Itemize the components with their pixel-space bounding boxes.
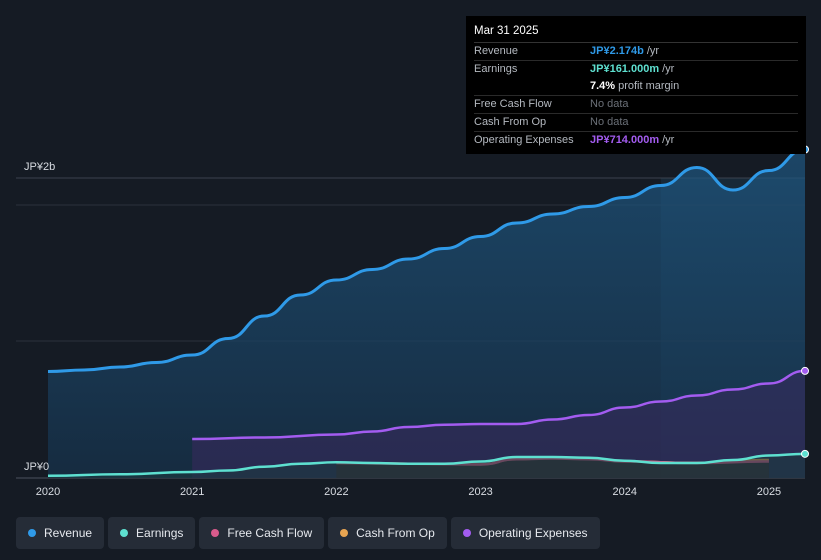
legend-item-fcf[interactable]: Free Cash Flow [199,517,325,549]
area-revenue [48,149,805,478]
legend-label-cfo: Cash From Op [356,526,435,540]
tooltip-value-revenue: JP¥2.174b [590,45,644,57]
legend-item-cfo[interactable]: Cash From Op [328,517,447,549]
y-label-zero: JP¥0 [24,461,49,473]
tooltip-unit-revenue: /yr [646,45,660,57]
x-tick-2022: 2022 [324,486,348,498]
y-label-top: JP¥2b [24,161,55,173]
tooltip-date: Mar 31 2025 [474,22,798,43]
endpoint-earnings [801,449,809,458]
tooltip-row-opex: Operating Expenses JP¥714.000m /yr [474,132,798,149]
legend-label-earnings: Earnings [136,526,184,540]
tooltip-unit-opex: /yr [662,134,675,146]
x-tick-2023: 2023 [468,486,492,498]
legend-dot-icon [120,529,129,537]
tooltip-label-revenue: Revenue [474,45,519,57]
area-earnings [48,453,805,478]
tooltip-unit-earnings: /yr [662,63,675,75]
legend-dot-icon [211,529,220,537]
tooltip-value-earnings: JP¥161.000m [590,63,660,75]
tooltip-row-cfo: Cash From Op No data [474,114,798,132]
x-tick-2025: 2025 [757,486,781,498]
tooltip: Mar 31 2025 Revenue JP¥2.174b /yr Earnin… [466,16,806,154]
legend-dot-icon [340,529,349,537]
line-earnings [47,452,806,477]
tooltip-text-margin: profit margin [618,80,680,92]
tooltip-value-opex: JP¥714.000m [590,134,660,146]
legend-item-earnings[interactable]: Earnings [108,517,196,549]
legend-dot-icon [462,529,471,537]
legend-item-revenue[interactable]: Revenue [16,517,105,549]
tooltip-label-opex: Operating Expenses [474,134,574,146]
tooltip-row-margin: 7.4% profit margin [474,78,798,96]
line-operating-expenses [192,369,806,441]
endpoint-operating-expenses [801,366,809,375]
x-tick-2020: 2020 [36,486,60,498]
tooltip-label-cfo: Cash From Op [474,116,547,128]
x-tick-2021: 2021 [180,486,204,498]
tooltip-value-margin: 7.4% [590,80,616,92]
legend: Revenue Earnings Free Cash Flow Cash Fro… [16,517,600,549]
tooltip-value-cfo: No data [590,116,629,128]
tooltip-row-revenue: Revenue JP¥2.174b /yr [474,43,798,61]
tooltip-label-fcf: Free Cash Flow [474,98,552,110]
legend-dot-icon [28,529,36,537]
legend-label-revenue: Revenue [44,526,93,540]
legend-label-opex: Operating Expenses [478,526,588,540]
legend-label-fcf: Free Cash Flow [227,526,313,540]
tooltip-row-earnings: Earnings JP¥161.000m /yr [474,61,798,78]
tooltip-value-fcf: No data [590,98,629,110]
x-tick-2024: 2024 [613,486,637,498]
line-revenue [47,148,806,373]
tooltip-row-fcf: Free Cash Flow No data [474,96,798,114]
tooltip-label-earnings: Earnings [474,63,518,75]
legend-item-opex[interactable]: Operating Expenses [450,517,600,549]
